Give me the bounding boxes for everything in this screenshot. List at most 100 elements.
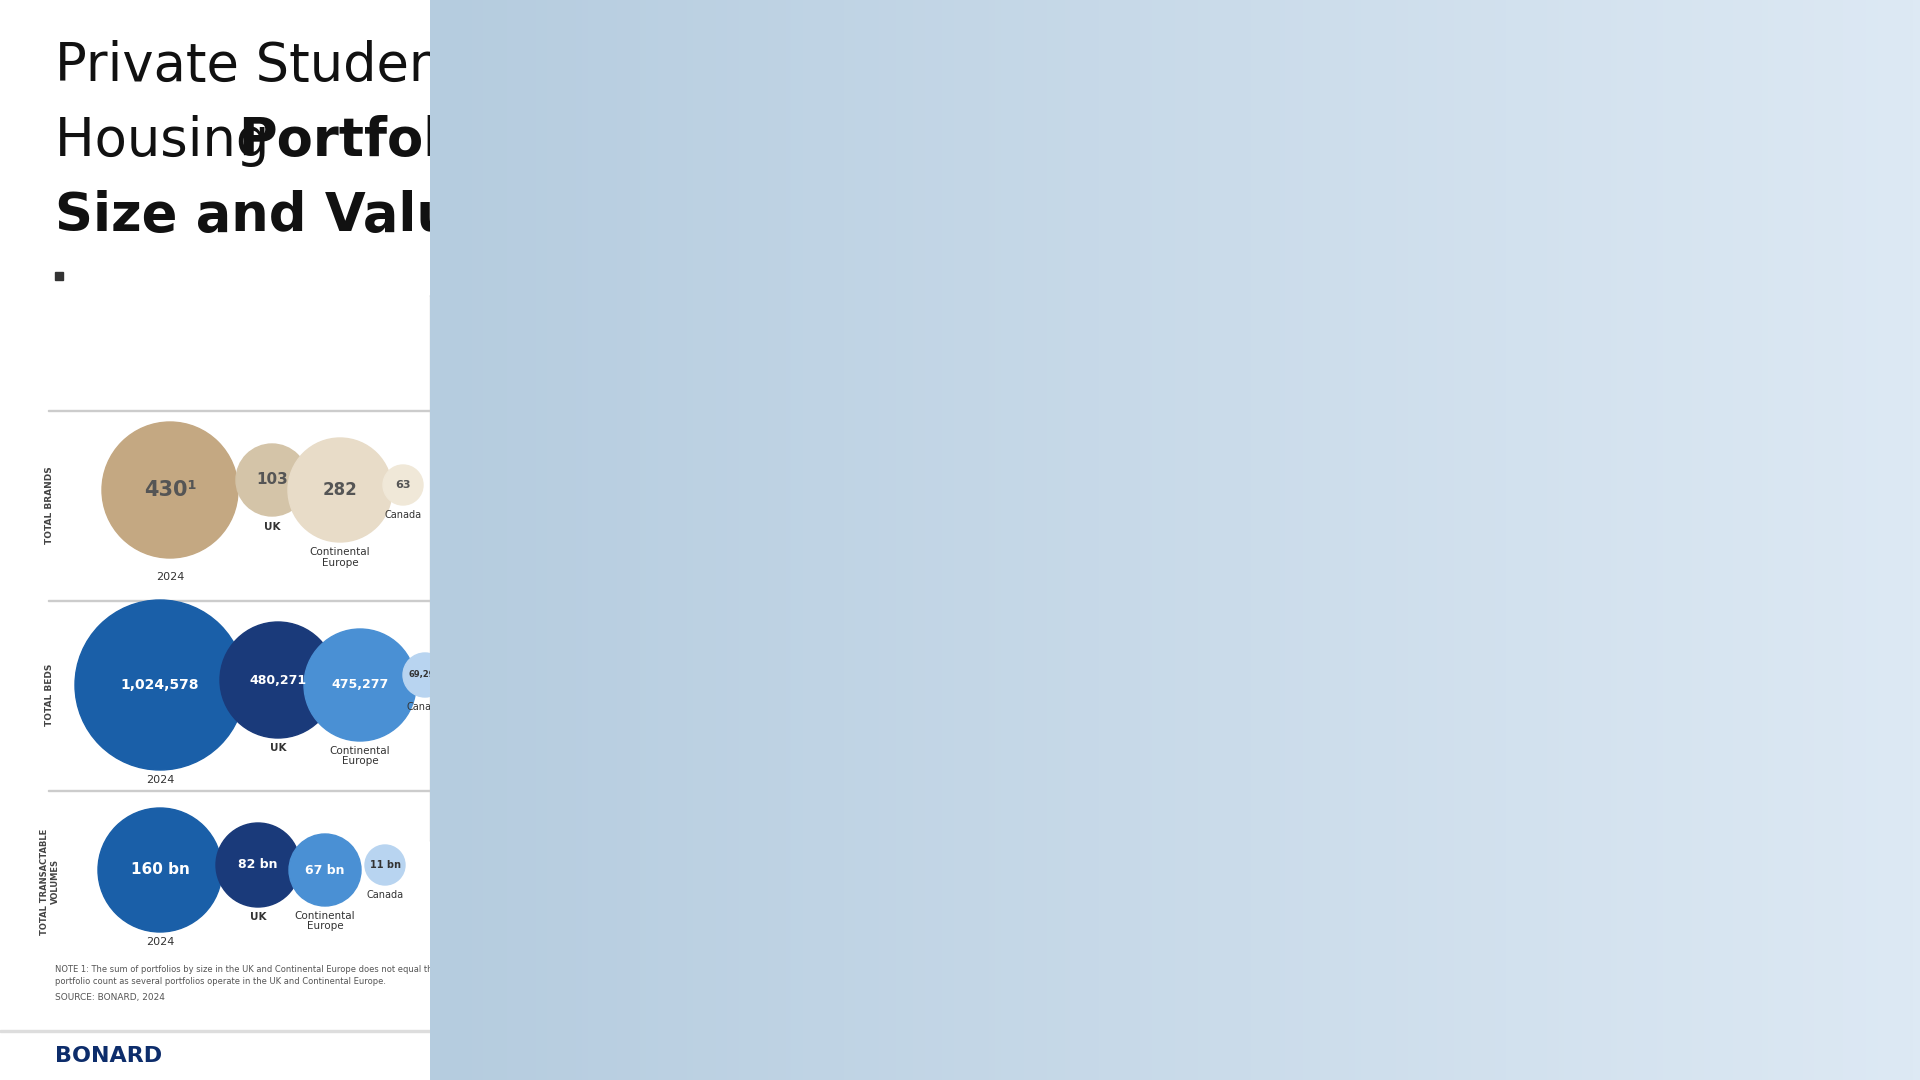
Bar (1110, 546, 1165, 569)
Text: TOTAL TRANSACTABLE
VOLUMES: TOTAL TRANSACTABLE VOLUMES (40, 828, 60, 935)
Text: 7,549: 7,549 (743, 760, 776, 770)
Text: 480,271: 480,271 (250, 674, 307, 687)
Circle shape (532, 704, 582, 754)
Bar (966, 546, 1020, 569)
Circle shape (532, 874, 582, 924)
Text: Housing: Housing (56, 114, 286, 167)
Text: 146: 146 (753, 553, 776, 563)
Text: +11%: +11% (574, 532, 728, 578)
Text: TRANSACTABLE
VOLUME: TRANSACTABLE VOLUME (442, 861, 461, 940)
Text: Portfolio: Portfolio (238, 114, 495, 167)
Bar (720, 866, 776, 888)
Text: 160 bn: 160 bn (131, 863, 190, 877)
Text: Canada: Canada (384, 510, 422, 519)
Circle shape (215, 823, 300, 907)
Text: +5%: +5% (591, 882, 710, 928)
Text: 10,000+
beds: 10,000+ beds (1359, 370, 1402, 392)
Bar (835, 546, 891, 569)
Text: 103: 103 (255, 473, 288, 487)
Text: +6%: +6% (591, 713, 710, 757)
Text: €17.16 bn: €17.16 bn (1112, 902, 1165, 912)
Text: 51: 51 (876, 553, 891, 563)
Text: UK: UK (250, 912, 267, 922)
Bar (985, 926, 1020, 948)
Circle shape (290, 834, 361, 906)
Bar (0, 0, 430, 1080)
Text: Student Housing Annual Report 2024    21: Student Housing Annual Report 2024 21 (1634, 1051, 1870, 1061)
Text: Continental Europe: Continental Europe (1367, 307, 1461, 318)
Bar (966, 866, 1020, 888)
Text: NOTE 2: The 'transactable' volume is the expected theoretical portfolio value, c: NOTE 2: The 'transactable' volume is the… (520, 966, 922, 986)
Text: TOTAL BEDS: TOTAL BEDS (447, 699, 457, 761)
Text: Private Student: Private Student (56, 40, 463, 92)
Bar (989, 514, 1020, 536)
Text: €17.20 bn: €17.20 bn (966, 902, 1021, 912)
Circle shape (288, 438, 392, 542)
Text: €1.15 bn: €1.15 bn (1117, 932, 1165, 942)
Bar (56, 272, 63, 280)
Circle shape (382, 465, 422, 505)
Circle shape (503, 503, 609, 607)
Text: €2.61 bn: €2.61 bn (843, 872, 891, 882)
Text: 26,334: 26,334 (735, 730, 776, 740)
Bar (941, 724, 1020, 746)
Bar (1240, 300, 1530, 340)
Bar (835, 866, 891, 888)
Text: €1.20 bn: €1.20 bn (728, 932, 776, 942)
Text: In the UK, currently the most mature
PBSA market among those monitored
by BONARD: In the UK, currently the most mature PBS… (710, 38, 912, 174)
Text: 30: 30 (760, 519, 776, 530)
Circle shape (403, 653, 447, 697)
Text: 13: 13 (1150, 519, 1165, 530)
Circle shape (1348, 305, 1361, 319)
Circle shape (221, 622, 336, 738)
Text: 11 bn: 11 bn (369, 860, 401, 870)
Text: SOURCE: BONARD, 2024: SOURCE: BONARD, 2024 (56, 993, 165, 1002)
Circle shape (365, 845, 405, 885)
Bar (764, 514, 776, 536)
Circle shape (503, 853, 609, 957)
Bar (749, 694, 776, 716)
Text: SOURCE: BONARD, 2024: SOURCE: BONARD, 2024 (520, 993, 630, 1002)
Bar (1306, 694, 1384, 716)
Text: 159,557: 159,557 (1338, 730, 1386, 740)
Text: NOTE 1: The sum of portfolios by size in the UK and Continental Europe does not : NOTE 1: The sum of portfolios by size in… (56, 966, 459, 986)
Bar (714, 896, 776, 918)
Text: Canada: Canada (407, 702, 444, 712)
Text: PORTFOLIOS: PORTFOLIOS (447, 517, 457, 582)
Bar (829, 896, 891, 918)
Circle shape (75, 600, 246, 770)
Text: €6.29 bn: €6.29 bn (843, 902, 891, 912)
Text: 309,082: 309,082 (1338, 700, 1386, 710)
Text: 501-1,500
beds: 501-1,500 beds (866, 370, 914, 392)
Bar (862, 694, 891, 716)
Text: 16: 16 (1371, 553, 1386, 563)
Bar (1350, 926, 1384, 948)
Bar (1012, 579, 1020, 600)
Text: 67 bn: 67 bn (305, 864, 346, 877)
Text: €3.70 bn: €3.70 bn (728, 902, 776, 912)
Text: 27,621: 27,621 (981, 760, 1021, 770)
Text: Continental: Continental (309, 546, 371, 557)
Bar (979, 754, 1020, 777)
Bar (0, 0, 430, 1080)
Text: Continental: Continental (294, 912, 355, 921)
Text: 2024: 2024 (156, 572, 184, 582)
Text: Continental: Continental (330, 746, 390, 756)
Text: 1,024,578: 1,024,578 (532, 756, 580, 765)
Text: Canada: Canada (1500, 307, 1536, 318)
Text: €52.75 bn: €52.75 bn (1331, 872, 1386, 882)
Bar (810, 724, 891, 746)
Bar (745, 579, 776, 600)
Text: UK: UK (269, 743, 286, 753)
Text: 63: 63 (396, 480, 411, 490)
Text: Legend: Legend (1252, 307, 1296, 318)
Bar (1380, 579, 1384, 600)
Text: 122,168: 122,168 (1119, 730, 1165, 740)
Circle shape (532, 524, 582, 573)
Text: 282: 282 (323, 481, 357, 499)
Bar (1106, 896, 1165, 918)
Bar (876, 754, 891, 777)
Text: Europe: Europe (323, 558, 359, 568)
Text: €22.41 bn: €22.41 bn (1331, 902, 1386, 912)
Text: €4.43 bn: €4.43 bn (973, 932, 1021, 942)
